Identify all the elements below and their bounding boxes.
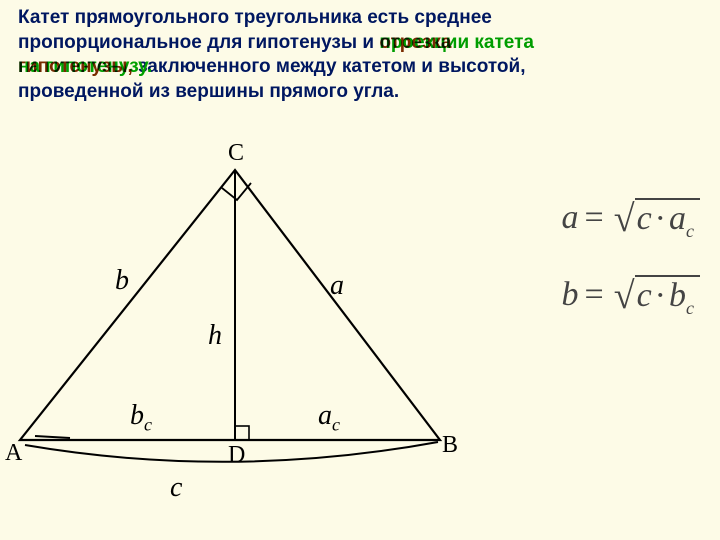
label-a: a xyxy=(330,270,344,302)
f1-eq: = xyxy=(585,199,604,237)
label-bc: bc xyxy=(130,400,152,436)
line2-ov2: проекции катета xyxy=(379,31,534,56)
sqrt-icon: √ xyxy=(614,275,635,317)
right-angle-D xyxy=(235,426,249,440)
label-D: D xyxy=(228,442,245,469)
f1-lhs: a xyxy=(562,199,579,237)
line3-rest: заключенного между катетом и высотой, xyxy=(133,56,526,77)
theorem-text: Катет прямоугольного треугольника есть с… xyxy=(18,6,702,105)
triangle-diagram: C A B D b a h bc ac c xyxy=(10,140,450,525)
f2-eq: = xyxy=(585,276,604,314)
label-h: h xyxy=(208,320,222,352)
label-A: A xyxy=(5,440,22,467)
f2-lhs: b xyxy=(562,276,579,314)
line4: проведенной из вершины прямого угла. xyxy=(18,81,399,102)
sqrt-icon: √ xyxy=(614,198,635,240)
f1-sqrt: √ c·ac xyxy=(610,195,700,242)
line1: Катет прямоугольного треугольника есть с… xyxy=(18,7,492,28)
tick-A xyxy=(35,436,70,438)
label-ac: ac xyxy=(318,400,340,436)
label-C: C xyxy=(228,140,244,167)
label-b: b xyxy=(115,265,129,297)
line3-ov1: гипотенузы, xyxy=(18,55,133,80)
triangle xyxy=(20,170,440,440)
label-c: c xyxy=(170,472,182,504)
formula-a: a = √ c·ac xyxy=(562,195,700,242)
formula-b: b = √ c·bc xyxy=(562,272,700,319)
f2-sqrt: √ c·bc xyxy=(610,272,700,319)
line2-start: пропорциональное для гипотенузы и xyxy=(18,32,379,53)
label-B: B xyxy=(442,432,458,459)
formulas: a = √ c·ac b = √ c·bc xyxy=(562,195,700,318)
